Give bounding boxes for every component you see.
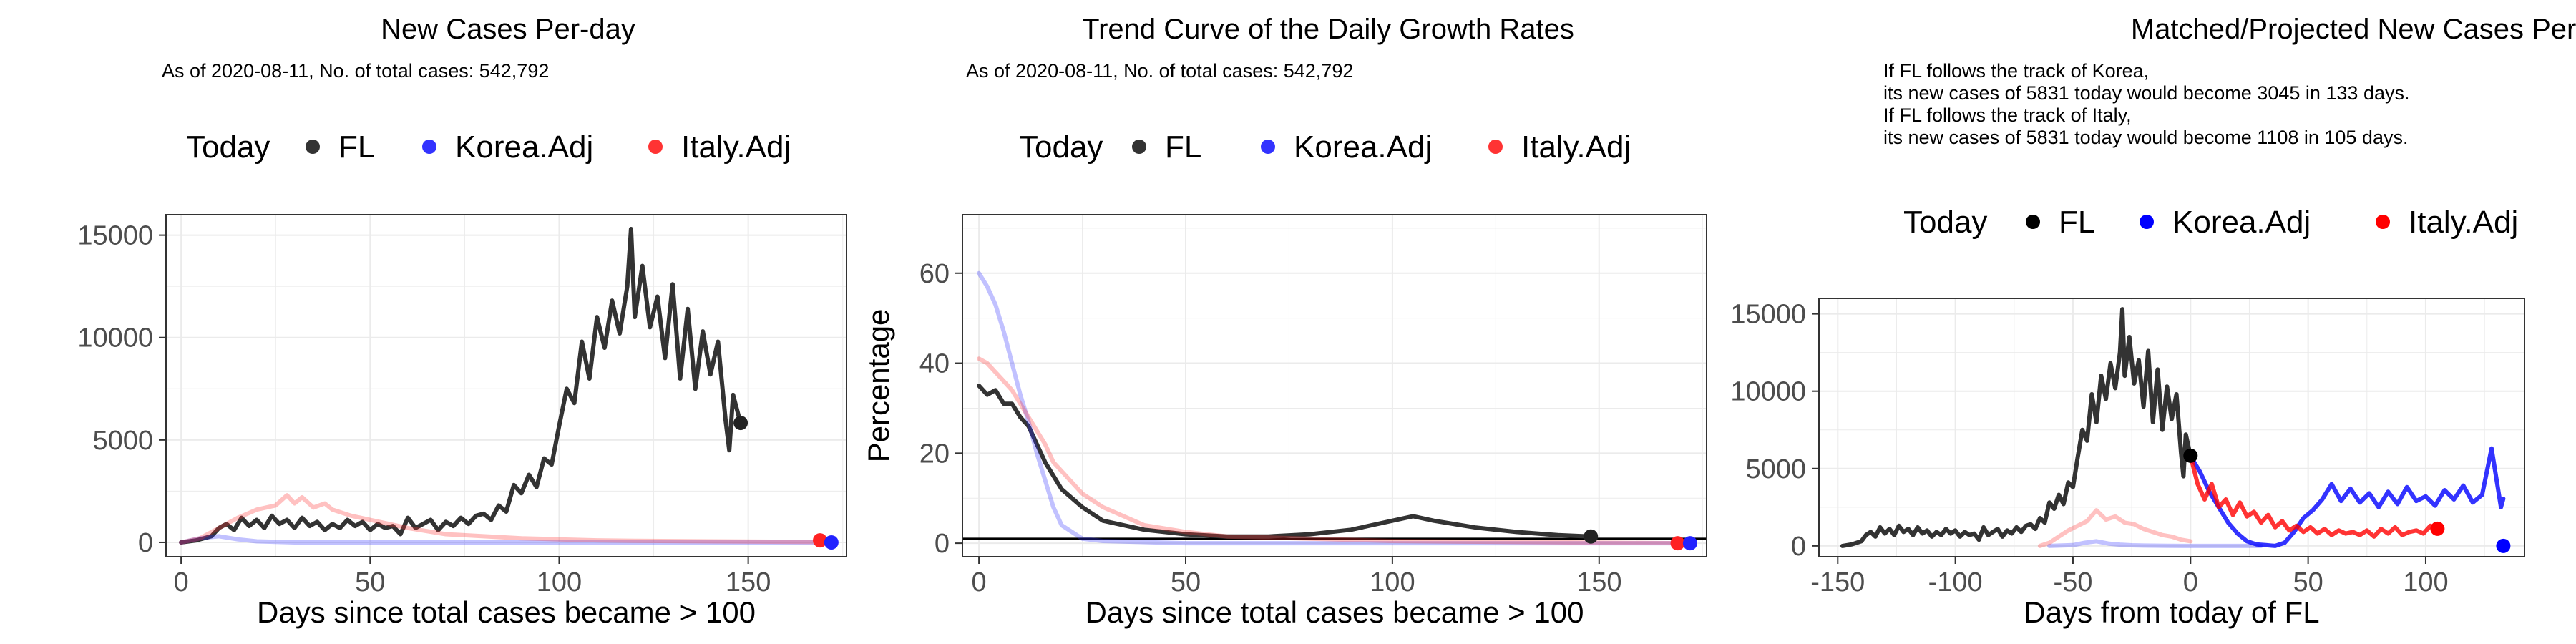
legend-label: Korea.Adj bbox=[1294, 130, 1432, 165]
series-line-2 bbox=[1840, 307, 2193, 548]
today-point-0 bbox=[2183, 448, 2198, 463]
series-line-0 bbox=[977, 384, 1594, 539]
today-point-0 bbox=[733, 416, 748, 431]
legend-dot-2 bbox=[648, 140, 663, 154]
legend-label: FL bbox=[1165, 130, 1201, 165]
legend-label: FL bbox=[2059, 205, 2095, 240]
legend-label: Italy.Adj bbox=[1521, 130, 1631, 165]
x-tick-label: 100 bbox=[537, 567, 582, 597]
x-axis-title: Days from today of FL bbox=[2024, 595, 2319, 629]
x-axis-title: Days since total cases became > 100 bbox=[257, 595, 756, 629]
y-tick-label: 10000 bbox=[1730, 377, 1806, 407]
legend-title: Today bbox=[1903, 205, 1987, 240]
series-line-4 bbox=[2188, 453, 2440, 539]
chart-panel-growth-rates: Trend Curve of the Daily Growth Rates As … bbox=[859, 0, 1717, 644]
x-tick-label: 150 bbox=[726, 567, 771, 597]
legend-dot-2 bbox=[2376, 215, 2390, 229]
chart-subtitle-line: If FL follows the track of Italy, bbox=[1883, 104, 2132, 126]
today-point-1 bbox=[1670, 536, 1685, 551]
today-point-1 bbox=[2430, 521, 2445, 536]
y-tick-label: 5000 bbox=[1745, 454, 1806, 484]
chart-subtitle-line: If FL follows the track of Korea, bbox=[1883, 60, 2149, 82]
legend-label: FL bbox=[338, 130, 375, 165]
today-point-2 bbox=[1682, 536, 1697, 551]
x-tick-label: 100 bbox=[1370, 567, 1415, 597]
growth-rate-chart: Trend Curve of the Daily Growth Rates As … bbox=[862, 14, 1707, 629]
x-tick-label: 150 bbox=[1576, 567, 1621, 597]
series-line-0 bbox=[179, 227, 743, 545]
y-tick-label: 15000 bbox=[1730, 300, 1806, 330]
legend-dot-1 bbox=[422, 140, 436, 154]
chart-panel-projected: Matched/Projected New Cases Per-day If FL… bbox=[1717, 0, 2576, 644]
x-tick-label: 0 bbox=[174, 567, 189, 597]
y-tick-label: 10000 bbox=[77, 323, 153, 353]
today-point-2 bbox=[824, 535, 839, 550]
y-tick-label: 60 bbox=[919, 259, 950, 289]
plot-grid bbox=[962, 215, 1707, 557]
plot-border bbox=[962, 214, 1707, 557]
legend-label: Korea.Adj bbox=[2172, 205, 2311, 240]
chart-subtitle-line: its new cases of 5831 today would become… bbox=[1883, 127, 2408, 148]
legend-label: Italy.Adj bbox=[2409, 205, 2518, 240]
series-line-1 bbox=[977, 270, 1692, 546]
x-tick-label: 0 bbox=[2183, 567, 2198, 597]
plot-border bbox=[1818, 298, 2525, 557]
y-tick-label: 0 bbox=[935, 529, 950, 559]
series-line-2 bbox=[179, 493, 826, 545]
x-tick-label: 50 bbox=[2293, 567, 2323, 597]
new-cases-chart: New Cases Per-day As of 2020-08-11, No. o… bbox=[77, 14, 847, 629]
plot-grid bbox=[166, 215, 847, 557]
series-line-1 bbox=[2037, 508, 2193, 548]
y-tick-label: 0 bbox=[138, 528, 153, 558]
y-tick-label: 5000 bbox=[92, 426, 153, 456]
series-line-1 bbox=[179, 534, 834, 545]
x-tick-label: -50 bbox=[2053, 567, 2092, 597]
y-tick-label: 20 bbox=[919, 439, 950, 469]
x-tick-label: 100 bbox=[2403, 567, 2448, 597]
x-tick-label: -150 bbox=[1810, 567, 1865, 597]
legend-dot-0 bbox=[306, 140, 320, 154]
series-line-2 bbox=[977, 356, 1680, 546]
series-line-0 bbox=[2047, 539, 2263, 548]
today-point-2 bbox=[2496, 538, 2511, 553]
chart-subtitle-line: As of 2020-08-11, No. of total cases: 54… bbox=[966, 60, 1353, 82]
plot-border bbox=[165, 214, 847, 557]
x-tick-label: 0 bbox=[972, 567, 987, 597]
projected-cases-chart: Matched/Projected New Cases Per-day If FL… bbox=[1730, 14, 2576, 629]
legend-title: Today bbox=[186, 130, 270, 165]
chart-title: Trend Curve of the Daily Growth Rates bbox=[1082, 14, 1574, 45]
y-tick-label: 15000 bbox=[77, 221, 153, 251]
legend-dot-0 bbox=[1132, 140, 1146, 154]
plot-grid bbox=[1819, 298, 2524, 557]
x-axis-title: Days since total cases became > 100 bbox=[1085, 595, 1584, 629]
today-point-0 bbox=[1584, 529, 1599, 544]
chart-subtitle-line: its new cases of 5831 today would become… bbox=[1883, 82, 2409, 104]
x-tick-label: 50 bbox=[355, 567, 385, 597]
legend-dot-0 bbox=[2026, 215, 2040, 229]
legend-dot-2 bbox=[1488, 140, 1503, 154]
legend-title: Today bbox=[1019, 130, 1103, 165]
legend-dot-1 bbox=[2140, 215, 2154, 229]
chart-title: Matched/Projected New Cases Per-day bbox=[2131, 14, 2576, 45]
today-point-1 bbox=[813, 533, 828, 548]
legend-label: Korea.Adj bbox=[455, 130, 593, 165]
legend-dot-1 bbox=[1261, 140, 1275, 154]
legend-label: Italy.Adj bbox=[681, 130, 791, 165]
chart-title: New Cases Per-day bbox=[381, 14, 635, 45]
series-line-3 bbox=[2188, 446, 2506, 548]
x-tick-label: 50 bbox=[1171, 567, 1201, 597]
y-tick-label: 0 bbox=[1791, 532, 1806, 562]
y-axis-title: Percentage bbox=[862, 309, 895, 463]
chart-panel-new-cases: New Cases Per-day As of 2020-08-11, No. o… bbox=[0, 0, 859, 644]
x-tick-label: -100 bbox=[1928, 567, 1983, 597]
y-tick-label: 40 bbox=[919, 349, 950, 379]
chart-subtitle-line: As of 2020-08-11, No. of total cases: 54… bbox=[162, 60, 549, 82]
